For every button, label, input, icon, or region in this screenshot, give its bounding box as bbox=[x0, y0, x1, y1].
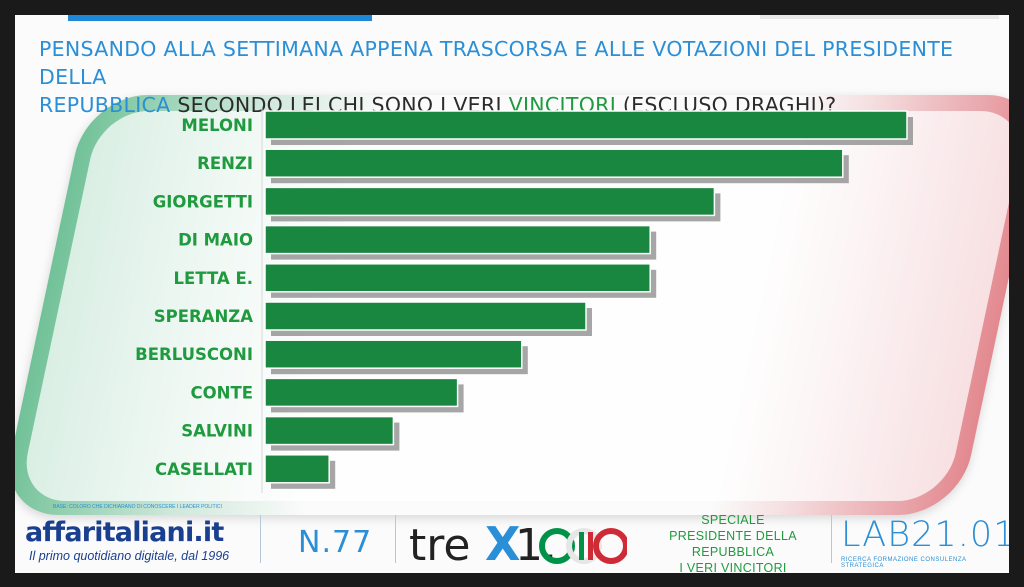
category-label: DI MAIO bbox=[178, 231, 253, 250]
bar-berlusconi bbox=[264, 339, 523, 369]
top-accent-bar-right bbox=[760, 15, 999, 19]
category-label: MELONI bbox=[181, 116, 253, 135]
bar-salvini bbox=[264, 415, 395, 446]
bar-letta-e bbox=[264, 263, 651, 293]
footer-divider bbox=[831, 515, 832, 563]
category-label: RENZI bbox=[197, 154, 253, 173]
trex-logo: tre X 1. bbox=[409, 520, 627, 570]
category-label: GIORGETTI bbox=[153, 192, 253, 211]
bar-speranza bbox=[264, 301, 587, 331]
title-part-2: REPUBBLICA bbox=[39, 93, 171, 117]
bar-renzi bbox=[264, 148, 844, 178]
lab-tagline: RICERCA FORMAZIONE CONSULENZA STRATEGICA bbox=[841, 557, 967, 569]
bar-conte bbox=[264, 377, 459, 408]
bar-chart: MELONI RENZI GIORGETTI DI MAIO LETTA E. SPERA… bbox=[135, 107, 913, 493]
bar-meloni bbox=[264, 110, 908, 140]
special-line: SPECIALE bbox=[701, 513, 765, 527]
category-label: CASELLATI bbox=[155, 460, 253, 479]
footer-divider bbox=[395, 515, 396, 563]
issue-number: N.77 bbox=[298, 525, 373, 560]
special-box: SPECIALE PRESIDENTE DELLA REPUBBLICA I V… bbox=[627, 512, 839, 573]
flag-circles-icon bbox=[539, 528, 627, 564]
trex-logo-text: tre bbox=[409, 520, 470, 570]
title-part-1: PENSANDO ALLA SETTIMANA APPENA TRASCORSA… bbox=[39, 37, 954, 89]
trex-logo-x: X bbox=[485, 520, 520, 570]
special-line: PRESIDENTE DELLA REPUBBLICA bbox=[669, 529, 797, 559]
brand-tagline: Il primo quotidiano digitale, dal 1996 bbox=[29, 549, 230, 563]
footer-base-note: BASE: COLORO CHE DICHIARANO DI CONOSCERE… bbox=[53, 504, 222, 510]
category-label: SALVINI bbox=[181, 422, 253, 441]
brand-logo: affaritaliani.it bbox=[25, 517, 224, 548]
top-accent-bar bbox=[68, 15, 372, 21]
bar-giorgetti bbox=[264, 186, 716, 217]
category-label: SPERANZA bbox=[154, 307, 253, 326]
special-line: I VERI VINCITORI bbox=[679, 561, 787, 573]
bar-casellati bbox=[264, 454, 330, 484]
category-label: LETTA E. bbox=[174, 269, 253, 288]
bar-di-maio bbox=[264, 224, 651, 255]
category-label: BERLUSCONI bbox=[135, 345, 253, 364]
category-label: CONTE bbox=[191, 383, 253, 402]
slide: PENSANDO ALLA SETTIMANA APPENA TRASCORSA… bbox=[15, 15, 1009, 573]
footer-divider bbox=[260, 515, 261, 563]
lab-logo: LAB21.01 bbox=[841, 515, 1009, 555]
